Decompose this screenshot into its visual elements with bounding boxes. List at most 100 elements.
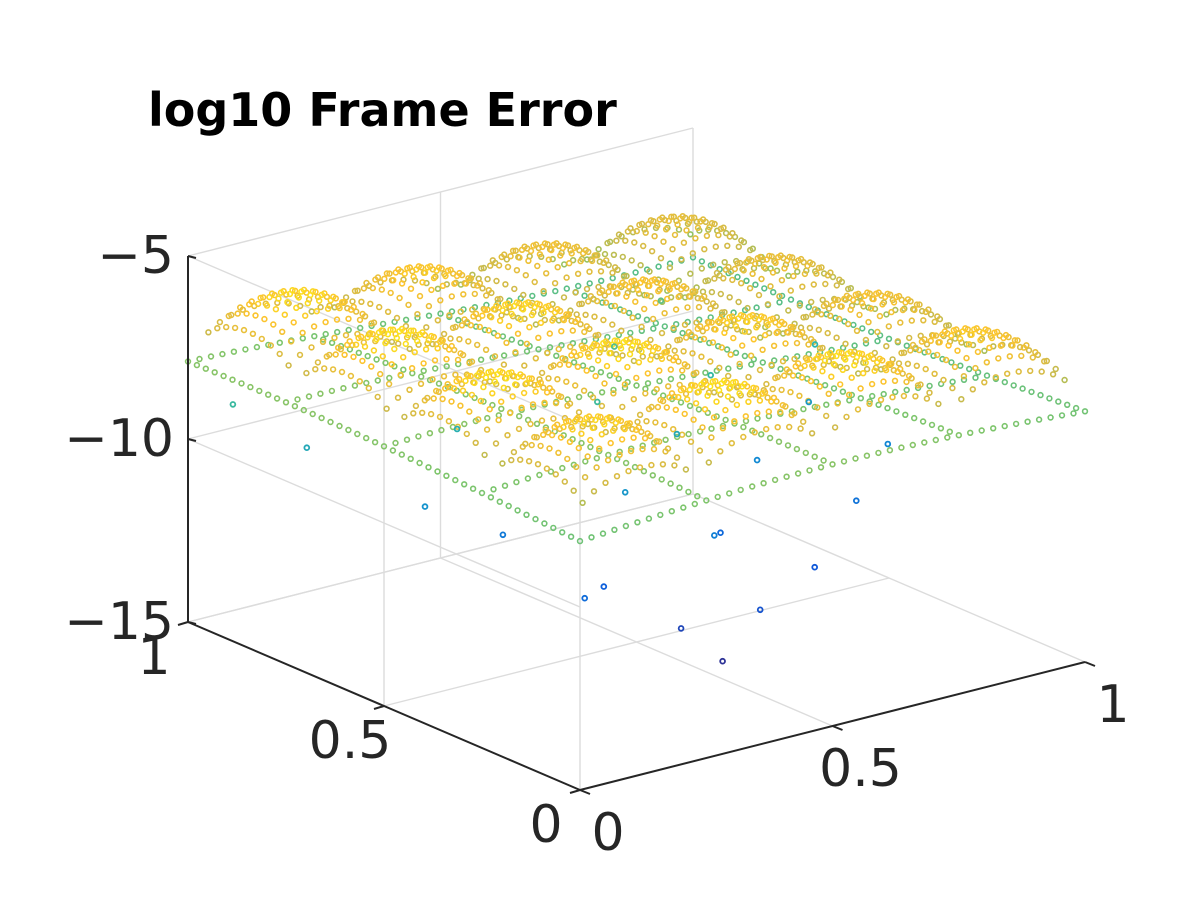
data-point <box>305 393 313 400</box>
data-point <box>796 331 803 338</box>
data-point <box>615 231 623 238</box>
data-point <box>260 294 267 301</box>
data-point <box>875 449 882 457</box>
data-point <box>514 507 521 514</box>
data-point <box>768 398 775 405</box>
data-point <box>815 264 823 272</box>
data-point <box>893 293 900 301</box>
data-point <box>550 241 558 248</box>
data-point <box>725 365 732 372</box>
data-point <box>541 399 548 406</box>
data-point <box>920 317 927 324</box>
data-point <box>597 346 604 353</box>
data-point <box>448 293 455 300</box>
data-point <box>677 286 685 293</box>
data-point <box>560 294 568 301</box>
data-point <box>1010 382 1017 389</box>
data-point <box>569 327 576 334</box>
data-point <box>273 395 281 402</box>
data-point <box>803 356 811 364</box>
data-point <box>775 321 783 329</box>
data-point <box>698 258 706 265</box>
data-point <box>639 353 646 360</box>
data-point <box>600 340 607 347</box>
data-point <box>916 346 923 354</box>
data-point <box>669 426 677 433</box>
data-point <box>424 340 431 347</box>
data-point <box>401 270 408 277</box>
data-point <box>712 326 719 333</box>
data-point <box>416 459 423 467</box>
data-point <box>783 257 791 264</box>
data-point <box>640 305 648 313</box>
data-point <box>642 390 649 397</box>
data-point <box>571 244 578 252</box>
data-point <box>569 257 577 264</box>
data-point <box>828 373 835 380</box>
data-point <box>863 452 871 459</box>
data-point <box>810 281 817 288</box>
data-point <box>978 427 985 434</box>
data-point <box>634 313 642 320</box>
data-point <box>308 308 315 315</box>
data-point <box>317 390 324 397</box>
data-point <box>821 357 829 364</box>
data-point <box>457 350 464 357</box>
data-point <box>527 247 535 255</box>
data-point <box>804 262 811 270</box>
data-point <box>357 324 364 332</box>
data-point <box>633 374 640 382</box>
data-point <box>790 272 797 280</box>
data-point <box>664 383 672 390</box>
data-point <box>824 329 831 337</box>
outlier-point <box>707 371 714 379</box>
data-point <box>299 335 306 342</box>
data-point <box>486 406 493 413</box>
data-point <box>501 482 509 489</box>
data-point <box>237 304 244 311</box>
data-point <box>581 328 588 336</box>
data-point <box>724 372 732 380</box>
data-point <box>481 451 488 459</box>
data-point <box>570 359 578 366</box>
data-point <box>709 300 717 307</box>
data-point <box>495 262 503 269</box>
data-point <box>763 380 770 388</box>
data-point <box>434 317 441 324</box>
outlier-point <box>677 625 685 632</box>
data-point <box>400 354 407 361</box>
data-point <box>735 315 742 322</box>
data-point <box>851 362 858 369</box>
data-point <box>843 413 850 421</box>
data-point <box>485 369 492 376</box>
data-point <box>284 299 291 306</box>
data-point <box>913 362 920 369</box>
data-point <box>338 368 346 376</box>
data-point <box>812 355 820 363</box>
data-point <box>885 361 892 368</box>
data-point <box>517 339 524 346</box>
data-point <box>461 316 468 323</box>
data-point <box>792 363 799 370</box>
data-point <box>1024 418 1031 425</box>
data-point <box>709 339 717 346</box>
data-point <box>531 381 538 389</box>
data-point <box>316 297 323 304</box>
data-point <box>610 251 618 259</box>
data-point <box>844 285 852 293</box>
data-point <box>445 346 453 353</box>
data-point <box>753 324 760 331</box>
data-point <box>610 283 617 290</box>
data-point <box>692 400 700 407</box>
data-point <box>706 339 713 347</box>
data-point <box>657 255 665 262</box>
data-point <box>577 257 584 265</box>
data-point <box>516 456 524 463</box>
data-point <box>751 429 758 436</box>
data-point <box>631 463 639 471</box>
data-point <box>683 396 691 403</box>
data-point <box>590 488 598 495</box>
data-point <box>601 292 608 299</box>
data-point <box>732 323 740 330</box>
data-point <box>648 461 655 469</box>
